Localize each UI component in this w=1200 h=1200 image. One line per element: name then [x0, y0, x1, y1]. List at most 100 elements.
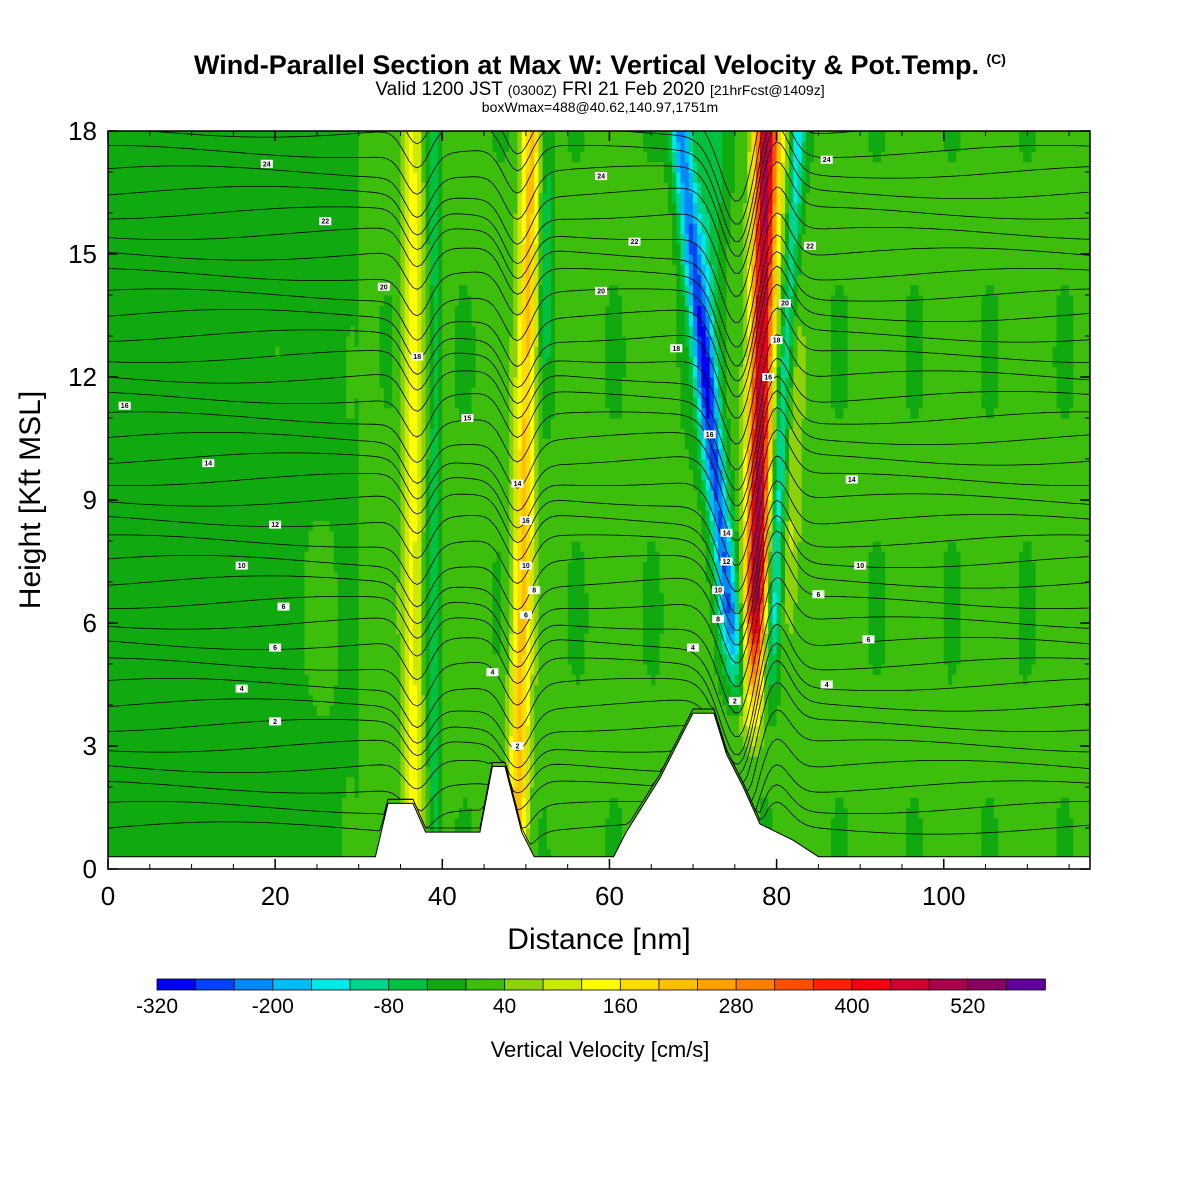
velocity-cell — [379, 336, 385, 347]
velocity-cell — [287, 500, 293, 511]
velocity-cell — [312, 817, 318, 829]
velocity-cell — [162, 172, 168, 183]
velocity-cell — [137, 377, 143, 388]
velocity-cell — [312, 582, 318, 593]
velocity-cell — [191, 500, 197, 511]
velocity-cell — [300, 366, 305, 378]
velocity-cell — [170, 243, 176, 255]
velocity-cell — [262, 243, 268, 255]
velocity-cell — [287, 325, 293, 337]
velocity-cell — [112, 684, 117, 696]
velocity-cell — [329, 746, 335, 757]
velocity-cell — [383, 223, 389, 235]
velocity-cell — [204, 592, 209, 604]
velocity-cell — [275, 582, 280, 593]
velocity-cell — [316, 828, 322, 839]
velocity-cell — [258, 817, 264, 829]
velocity-cell — [358, 336, 364, 347]
velocity-cell — [329, 787, 335, 798]
velocity-cell — [342, 233, 347, 245]
velocity-cell — [229, 243, 234, 255]
velocity-cell — [179, 469, 184, 481]
velocity-cell — [300, 387, 305, 399]
velocity-cell — [392, 776, 397, 788]
velocity-cell — [187, 274, 193, 286]
velocity-cell — [308, 346, 314, 358]
velocity-cell — [204, 356, 209, 368]
velocity-cell — [346, 623, 351, 634]
velocity-cell — [108, 797, 113, 809]
velocity-cell — [375, 623, 381, 634]
velocity-cell — [329, 582, 335, 593]
velocity-cell — [271, 366, 276, 378]
velocity-cell — [183, 397, 188, 409]
velocity-cell — [254, 664, 260, 675]
velocity-cell — [371, 377, 377, 388]
velocity-cell — [179, 643, 184, 655]
velocity-cell — [300, 592, 305, 604]
velocity-cell — [229, 797, 234, 809]
velocity-cell — [316, 233, 322, 245]
velocity-cell — [216, 807, 222, 819]
velocity-cell — [287, 602, 293, 614]
velocity-cell — [262, 838, 268, 850]
velocity-cell — [383, 746, 389, 757]
velocity-cell — [229, 776, 234, 788]
velocity-cell — [183, 418, 188, 429]
velocity-cell — [367, 817, 372, 829]
velocity-cell — [183, 438, 188, 450]
velocity-cell — [388, 459, 393, 470]
velocity-cell — [312, 161, 318, 173]
velocity-cell — [275, 797, 280, 809]
velocity-cell — [137, 254, 143, 265]
velocity-cell — [208, 551, 214, 563]
velocity-cell — [187, 674, 193, 686]
velocity-cell — [183, 223, 188, 235]
velocity-cell — [208, 838, 214, 850]
velocity-cell — [212, 172, 218, 183]
velocity-cell — [316, 254, 322, 265]
velocity-cell — [308, 582, 314, 593]
velocity-cell — [120, 705, 126, 716]
velocity-cell — [237, 828, 243, 839]
velocity-cell — [325, 684, 331, 696]
velocity-cell — [354, 633, 360, 645]
velocity-cell — [271, 848, 276, 860]
velocity-cell — [346, 325, 351, 337]
velocity-cell — [271, 489, 276, 501]
velocity-cell — [170, 653, 176, 665]
velocity-cell — [108, 817, 113, 829]
velocity-cell — [154, 213, 159, 224]
velocity-cell — [367, 500, 372, 511]
velocity-cell — [241, 315, 247, 327]
velocity-cell — [254, 284, 260, 296]
velocity-cell — [312, 848, 318, 860]
velocity-cell — [358, 213, 364, 224]
velocity-cell — [346, 551, 351, 563]
velocity-cell — [308, 284, 314, 296]
velocity-cell — [279, 684, 285, 696]
velocity-cell — [124, 325, 130, 337]
velocity-cell — [229, 530, 234, 542]
velocity-cell — [329, 653, 335, 665]
velocity-cell — [128, 172, 134, 183]
velocity-cell — [342, 705, 347, 716]
velocity-cell — [362, 161, 368, 173]
velocity-cell — [212, 756, 218, 768]
velocity-cell — [279, 172, 285, 183]
velocity-cell — [154, 274, 159, 286]
velocity-cell — [254, 530, 260, 542]
velocity-cell — [291, 387, 297, 399]
velocity-cell — [220, 500, 226, 511]
velocity-cell — [128, 592, 134, 604]
velocity-cell — [379, 418, 385, 429]
velocity-cell — [337, 776, 343, 788]
velocity-cell — [149, 838, 155, 850]
velocity-cell — [371, 356, 377, 368]
velocity-cell — [233, 213, 239, 224]
velocity-cell — [312, 838, 318, 850]
velocity-cell — [388, 756, 393, 768]
velocity-cell — [216, 305, 222, 317]
velocity-cell — [179, 612, 184, 624]
velocity-cell — [308, 807, 314, 819]
